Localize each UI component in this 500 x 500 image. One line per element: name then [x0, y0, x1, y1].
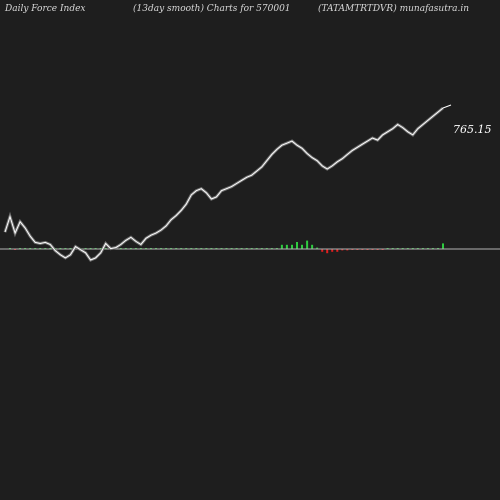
- force-bar: [321, 249, 324, 252]
- force-bar: [280, 244, 283, 249]
- price-line-shadow: [3, 106, 444, 262]
- force-bar: [285, 244, 288, 249]
- force-bar: [301, 244, 303, 249]
- force-bar: [316, 247, 319, 249]
- chart-title-right: (TATAMTRTDVR) munafasutra.in: [318, 4, 470, 14]
- chart-title-center: (13day smooth) Charts for 570001: [133, 4, 291, 14]
- price-line: [4, 107, 444, 261]
- last-value-pointer: [442, 104, 452, 109]
- force-bar: [442, 243, 444, 249]
- last-value-label: 765.15: [453, 123, 492, 136]
- force-bar: [331, 249, 334, 252]
- force-bar: [306, 240, 309, 249]
- force-bar: [296, 242, 298, 249]
- force-bar: [311, 244, 314, 249]
- chart-title-left: Daily Force Index: [5, 4, 86, 14]
- force-bar: [326, 249, 329, 254]
- force-bar: [336, 249, 339, 252]
- force-bar: [291, 244, 293, 249]
- force-bar: [341, 249, 344, 251]
- force-bar: [346, 249, 349, 251]
